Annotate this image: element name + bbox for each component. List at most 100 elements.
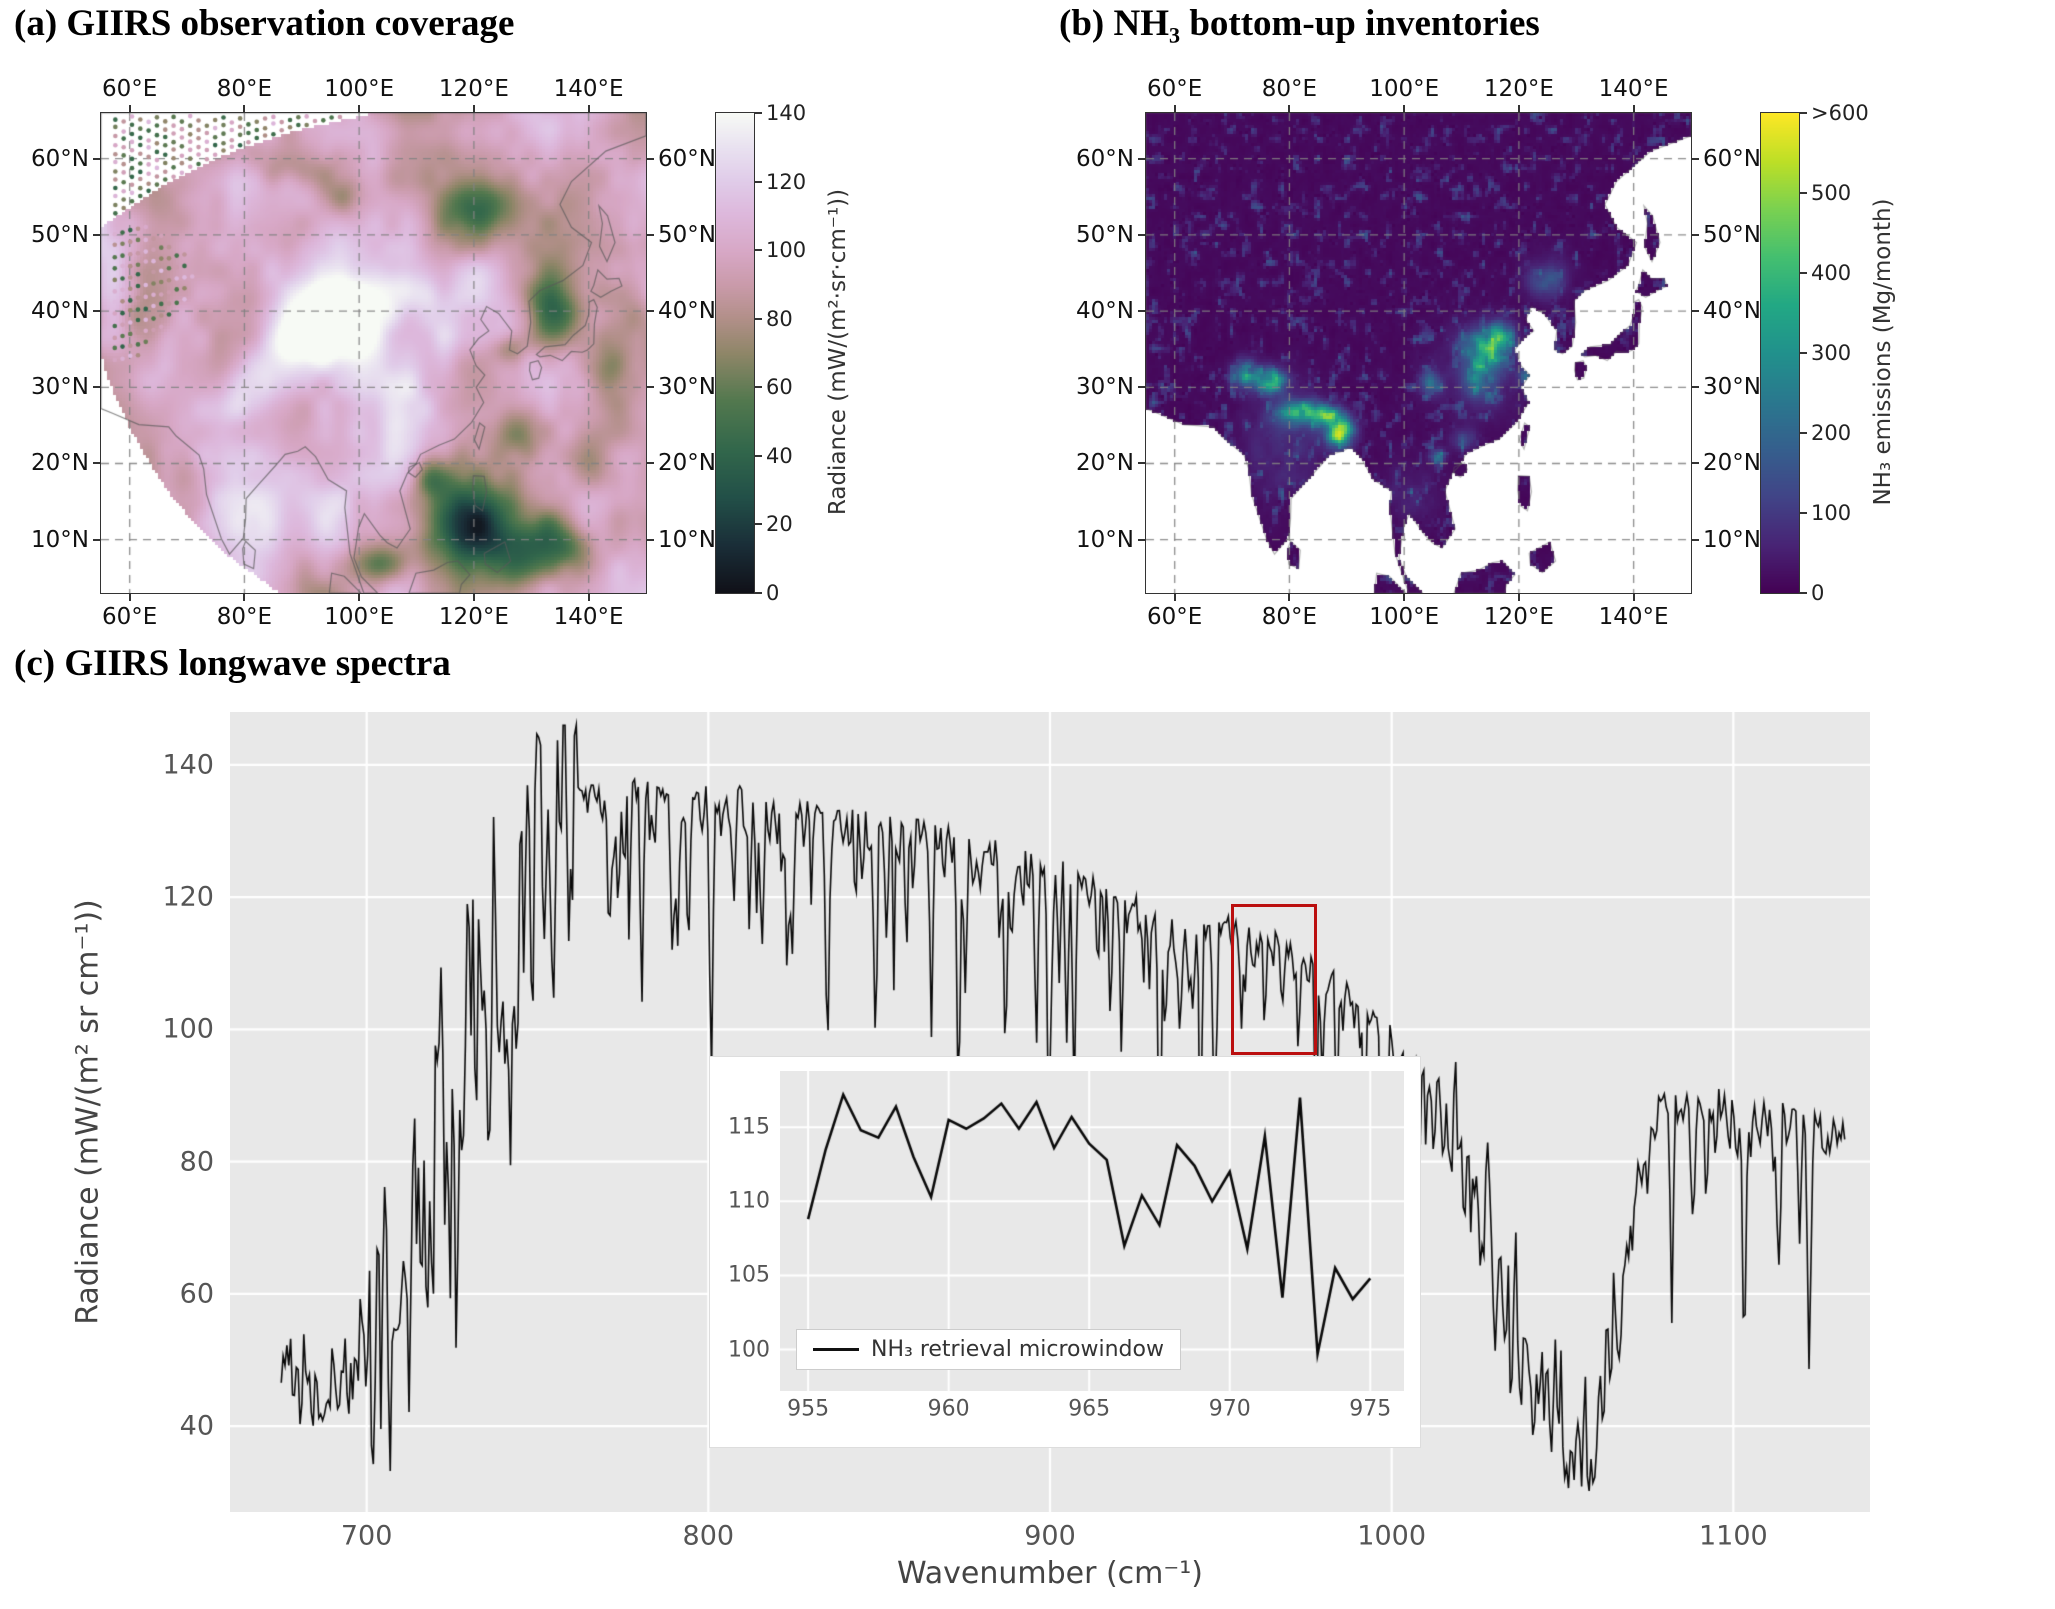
tick-label: 300	[1811, 341, 1852, 365]
colorbar-a: 0 20 40 60 80 100 120 140	[715, 101, 806, 605]
colorbar-b: 0 100 200 300 400 500 >600	[1760, 101, 1869, 605]
tick-mark	[93, 310, 100, 313]
tick-mark	[1517, 594, 1520, 601]
tick-mark	[128, 594, 131, 601]
microwindow-inset: NH₃ retrieval microwindow 955 960 965 970 97…	[710, 1057, 1420, 1447]
tick-label: 120	[766, 169, 807, 194]
tick-mark	[1800, 512, 1807, 514]
colorbar-a-label: Radiance (mW/(m²·sr·cm⁻¹))	[825, 188, 851, 516]
tick-mark	[1692, 157, 1699, 160]
tick-mark	[1517, 105, 1520, 112]
tick-mark	[93, 462, 100, 465]
tick-label: 10°N	[1703, 526, 1761, 553]
tick-mark	[647, 310, 654, 313]
spectrum-plot: NH₃ retrieval microwindow 955 960 965 970 97…	[162, 712, 1870, 1552]
tick-label: 10°N	[658, 526, 716, 553]
tick-label: 100°E	[1369, 76, 1440, 102]
tick-label: 60°E	[1147, 604, 1203, 630]
tick-label: 0	[1811, 581, 1825, 605]
tick-label: 10°N	[1076, 526, 1134, 553]
tick-label: 80°E	[216, 604, 273, 630]
tick-label: 970	[1208, 1396, 1251, 1422]
tick-mark	[647, 157, 654, 160]
tick-mark	[1138, 233, 1145, 236]
tick-mark	[1800, 192, 1807, 194]
tick-label: 40°N	[658, 298, 716, 325]
spectrum-xlabel: Wavenumber (cm⁻¹)	[897, 1556, 1203, 1591]
tick-mark	[1800, 432, 1807, 434]
tick-label: 30°N	[658, 374, 716, 401]
tick-label: 955	[787, 1396, 830, 1422]
tick-label: 30°N	[1076, 374, 1134, 401]
tick-label: 0	[766, 581, 780, 605]
tick-label: 960	[927, 1396, 970, 1422]
tick-label: 20°N	[31, 450, 89, 477]
tick-mark	[1138, 538, 1145, 541]
tick-label: 80°E	[216, 76, 273, 102]
tick-mark	[128, 105, 131, 112]
tick-mark	[93, 538, 100, 541]
tick-mark	[1632, 594, 1635, 601]
tick-label: 200	[1811, 421, 1852, 445]
tick-label: 40°N	[1076, 298, 1134, 325]
tick-mark	[1800, 352, 1807, 354]
tick-mark	[472, 105, 475, 112]
colorbar-a-canvas	[716, 113, 754, 593]
tick-label: 100°E	[1369, 604, 1440, 630]
tick-mark	[93, 386, 100, 389]
map-a-canvas	[101, 113, 646, 593]
tick-label: 60	[179, 1278, 214, 1310]
tick-mark	[1138, 310, 1145, 313]
map-b-canvas	[1146, 113, 1691, 593]
tick-label: 120°E	[1483, 76, 1554, 102]
tick-label: 60°N	[31, 145, 89, 172]
tick-label: 40°N	[1703, 298, 1761, 325]
tick-mark	[755, 317, 762, 320]
tick-label: 80°E	[1261, 76, 1318, 102]
tick-mark	[647, 233, 654, 236]
tick-label: 60°N	[1076, 145, 1134, 172]
nh3-microwindow-highlight	[1231, 904, 1317, 1055]
tick-mark	[755, 249, 762, 252]
tick-label: 50°N	[1703, 221, 1761, 248]
tick-mark	[93, 157, 100, 160]
tick-mark	[1173, 594, 1176, 601]
tick-mark	[1692, 233, 1699, 236]
tick-mark	[1692, 310, 1699, 313]
tick-label: 80	[179, 1146, 214, 1178]
tick-mark	[755, 386, 762, 389]
tick-mark	[1403, 105, 1406, 112]
tick-mark	[647, 386, 654, 389]
tick-label: 700	[340, 1520, 393, 1552]
tick-mark	[93, 233, 100, 236]
tick-label: 30°N	[31, 374, 89, 401]
tick-mark	[1138, 157, 1145, 160]
tick-mark	[1800, 112, 1807, 114]
tick-mark	[1403, 594, 1406, 601]
tick-label: 100	[766, 238, 807, 263]
tick-label: 120°E	[438, 604, 509, 630]
tick-mark	[1692, 538, 1699, 541]
tick-label: 60°N	[658, 145, 716, 172]
tick-mark	[358, 594, 361, 601]
tick-mark	[647, 538, 654, 541]
tick-mark	[1632, 105, 1635, 112]
tick-mark	[243, 105, 246, 112]
colorbar-b-canvas	[1761, 113, 1799, 593]
tick-label: 100°E	[324, 604, 395, 630]
panel-a-title: (a) GIIRS observation coverage	[14, 3, 515, 44]
tick-label: 140	[162, 749, 214, 781]
tick-mark	[1692, 462, 1699, 465]
tick-mark	[1288, 105, 1291, 112]
tick-label: 100°E	[324, 76, 395, 102]
tick-label: 20	[766, 512, 793, 537]
tick-mark	[755, 454, 762, 457]
legend-line-sample	[813, 1348, 859, 1351]
tick-label: >600	[1811, 101, 1869, 125]
tick-label: 40	[766, 443, 793, 468]
tick-label: 40°N	[31, 298, 89, 325]
panel-c-title: (c) GIIRS longwave spectra	[14, 643, 451, 684]
tick-label: 140°E	[553, 604, 624, 630]
tick-mark	[1288, 594, 1291, 601]
